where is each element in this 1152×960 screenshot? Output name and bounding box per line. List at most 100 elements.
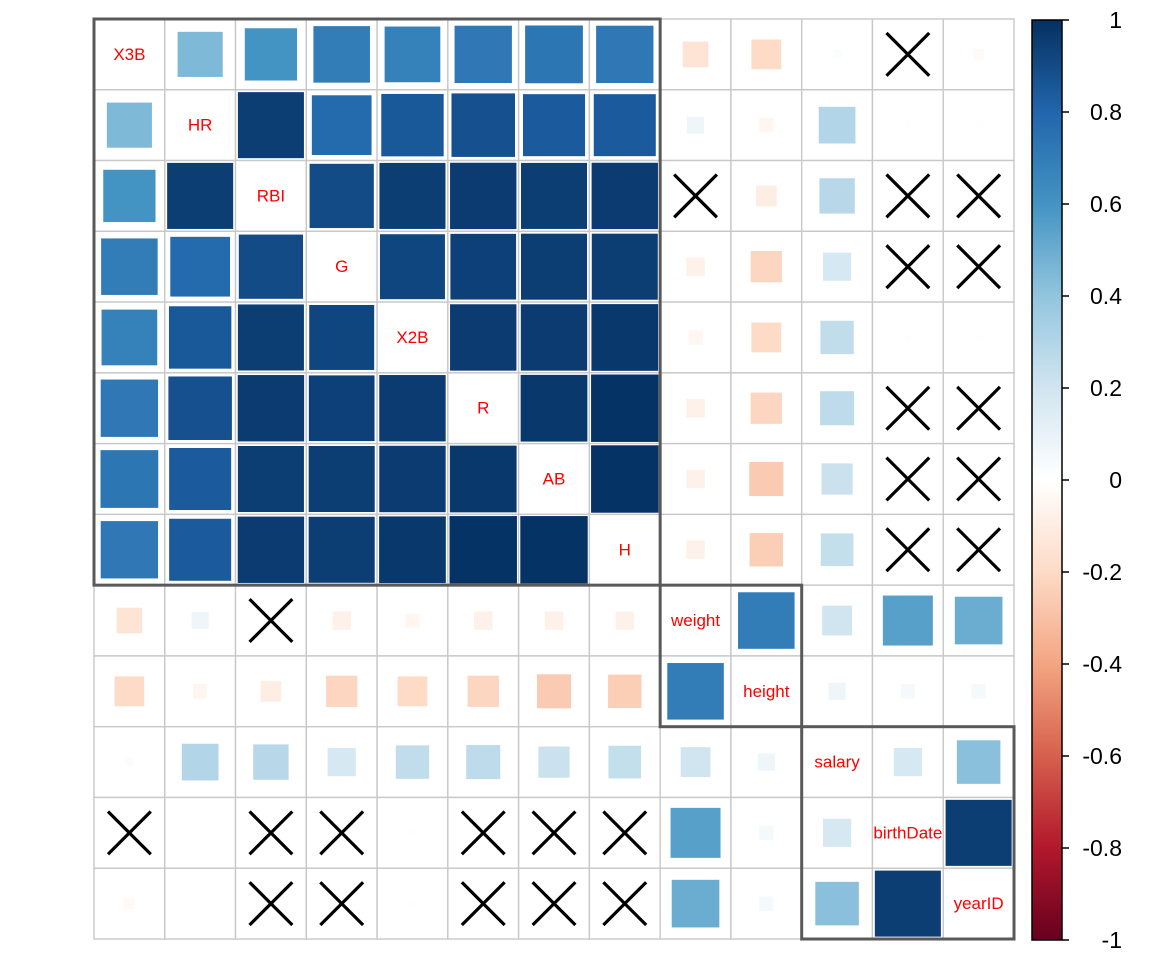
corr-square-R-HR <box>167 375 233 441</box>
color-legend-bar <box>1032 20 1062 940</box>
corr-square-height-weight <box>666 662 725 721</box>
corr-square-R-H <box>590 373 660 443</box>
corr-square-RBI-salary <box>818 177 856 215</box>
corr-square-salary-AB <box>537 745 571 779</box>
corr-square-X3B-AB <box>524 24 584 85</box>
corr-square-X2B-height <box>750 321 783 354</box>
corr-square-H-weight <box>685 539 706 561</box>
corr-square-HR-X3B <box>105 101 153 149</box>
cell-bg-weight-weight <box>659 584 732 657</box>
corr-square-X3B-H <box>595 24 655 85</box>
insignificant-mark-yearID-RBI <box>248 881 294 927</box>
corr-square-weight-birthDate <box>881 594 934 647</box>
corr-square-X2B-X3B <box>100 308 159 367</box>
corr-square-weight-height <box>737 591 796 650</box>
corr-square-H-R <box>448 515 518 585</box>
corr-square-AB-HR <box>168 446 233 512</box>
corr-square-R-weight <box>685 398 706 419</box>
corr-square-height-X3B <box>113 675 146 708</box>
corr-square-AB-weight <box>685 468 706 490</box>
insignificant-mark-H-yearID <box>956 527 1002 573</box>
corr-square-X2B-R <box>449 303 518 372</box>
corr-square-weight-HR <box>190 610 210 631</box>
cell-bg-G-G <box>305 230 378 303</box>
color-legend-tick-label: -0.4 <box>1082 651 1122 677</box>
insignificant-mark-yearID-G <box>319 881 365 927</box>
corr-square-weight-X3B <box>115 606 144 635</box>
corr-square-birthDate-weight <box>669 806 722 859</box>
insignificant-mark-birthDate-X3B <box>106 810 152 856</box>
corr-square-height-salary <box>827 681 847 701</box>
variable-label-H: H <box>619 540 631 559</box>
corr-square-X2B-G <box>308 303 376 371</box>
corr-square-X2B-birthDate <box>903 333 912 342</box>
corr-square-RBI-X3B <box>102 168 157 224</box>
corr-square-AB-X3B <box>99 449 160 509</box>
cell-bg-X2B-X2B <box>376 301 449 374</box>
corr-square-HR-yearID <box>974 121 983 130</box>
corr-square-height-G <box>325 674 359 708</box>
color-legend-tick-label: 0.4 <box>1090 283 1122 309</box>
corr-square-HR-G <box>310 94 373 157</box>
corr-square-salary-HR <box>180 742 220 782</box>
cluster-outlines <box>92 17 1016 941</box>
corr-square-RBI-height <box>754 184 778 208</box>
insignificant-mark-birthDate-H <box>602 810 648 856</box>
corr-square-X2B-H <box>590 303 660 372</box>
corr-square-weight-salary <box>821 604 853 637</box>
corr-square-yearID-X2B <box>408 899 417 908</box>
color-legend-tick-label: 0.2 <box>1090 375 1122 401</box>
corr-square-G-H <box>590 232 659 301</box>
cell-bg-AB-birthDate <box>871 442 944 516</box>
variable-label-HR: HR <box>188 116 213 135</box>
corr-square-AB-X2B <box>378 444 447 514</box>
corr-square-HR-AB <box>521 93 587 158</box>
corr-square-salary-R <box>465 744 502 781</box>
corr-square-R-AB <box>519 373 589 443</box>
insignificant-mark-G-yearID <box>956 244 1002 290</box>
corr-square-weight-R <box>473 610 494 631</box>
color-legend-ticks: 1 0.8 0.6 0.4 0.2 0 -0.2 -0.4 -0.6 -0.8 -1 <box>1062 7 1122 953</box>
variable-label-X2B: X2B <box>396 328 428 347</box>
insignificant-mark-G-birthDate <box>885 244 931 290</box>
corr-square-weight-AB <box>543 610 565 631</box>
corr-square-X2B-RBI <box>236 303 305 372</box>
corr-square-height-yearID <box>970 683 987 700</box>
insignificant-mark-yearID-AB <box>531 881 577 927</box>
corr-square-HR-salary <box>817 105 857 145</box>
corr-square-X3B-salary <box>831 49 843 60</box>
corr-square-HR-birthDate <box>903 121 912 130</box>
variable-label-salary: salary <box>814 753 860 772</box>
insignificant-mark-yearID-R <box>460 881 506 927</box>
corr-square-AB-G <box>307 444 376 514</box>
corr-square-salary-X3B <box>124 756 135 768</box>
corr-square-salary-RBI <box>252 743 290 781</box>
insignificant-mark-yearID-H <box>602 881 648 927</box>
corr-square-height-RBI <box>259 679 283 703</box>
variable-label-AB: AB <box>543 470 566 489</box>
cell-bg-H-H <box>588 513 661 586</box>
corr-square-birthDate-HR <box>196 828 205 837</box>
variable-label-X3B: X3B <box>113 45 145 64</box>
corr-square-R-height <box>749 391 783 425</box>
corr-square-yearID-salary <box>814 880 860 927</box>
corr-square-HR-RBI <box>236 91 305 160</box>
insignificant-mark-RBI-weight <box>673 173 719 219</box>
color-legend-tick-label: 1 <box>1109 7 1122 33</box>
corr-square-birthDate-salary <box>821 817 853 848</box>
corr-square-salary-G <box>326 746 357 778</box>
corr-square-HR-R <box>450 92 516 158</box>
corr-square-R-X3B <box>99 378 160 438</box>
corr-square-X3B-yearID <box>972 47 986 61</box>
corr-square-salary-weight <box>679 746 712 778</box>
variable-label-yearID: yearID <box>954 894 1004 913</box>
corr-square-X3B-G <box>312 25 371 84</box>
corr-square-X3B-RBI <box>243 27 299 82</box>
corr-square-X2B-salary <box>819 319 855 356</box>
variable-label-weight: weight <box>670 611 720 630</box>
corr-square-G-AB <box>519 232 589 301</box>
corr-square-H-salary <box>819 532 855 568</box>
insignificant-mark-RBI-birthDate <box>885 173 931 219</box>
corr-square-H-AB <box>519 515 589 585</box>
